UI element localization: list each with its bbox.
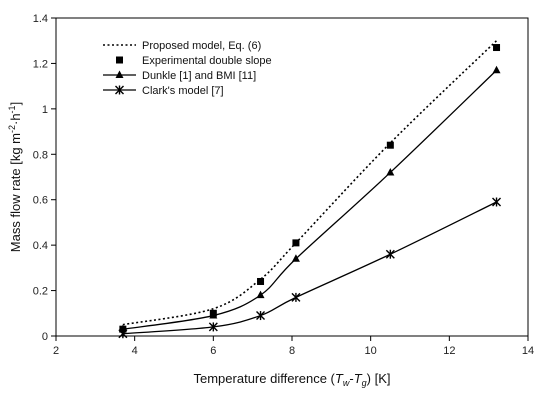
data-point xyxy=(208,322,218,332)
legend-item: Experimental double slope xyxy=(116,55,272,67)
y-tick-label: 1 xyxy=(42,104,48,116)
series-3 xyxy=(118,197,502,339)
legend-item: Dunkle [1] and BMI [11] xyxy=(103,70,256,82)
y-tick-label: 0.6 xyxy=(33,195,48,207)
legend-item: Clark's model [7] xyxy=(103,85,224,97)
data-point xyxy=(292,239,300,247)
data-point xyxy=(492,197,502,207)
y-tick-label: 0.4 xyxy=(33,240,48,252)
x-tick-label: 8 xyxy=(289,345,295,357)
x-tick-label: 6 xyxy=(210,345,216,357)
y-axis-ticks: 0 0.2 0.4 0.6 0.8 1 1.2 1.4 xyxy=(33,13,56,343)
series-0 xyxy=(122,40,498,326)
data-point xyxy=(118,329,128,339)
legend-label: Dunkle [1] and BMI [11] xyxy=(142,70,256,82)
legend-swatch-marker xyxy=(115,70,124,78)
y-tick-label: 1.4 xyxy=(33,13,48,25)
y-tick-label: 0.8 xyxy=(33,149,48,161)
series-line xyxy=(122,40,498,326)
legend-swatch-marker xyxy=(116,56,123,64)
y-tick-label: 1.2 xyxy=(33,58,48,70)
data-point xyxy=(209,311,218,319)
legend-label: Experimental double slope xyxy=(142,55,272,67)
x-axis-title: Temperature difference (Tw-Tg) [K] xyxy=(194,371,391,388)
legend: Proposed model, Eq. (6) Experimental doub… xyxy=(103,40,272,97)
x-axis-ticks: 2 4 6 8 10 12 14 xyxy=(53,336,534,357)
data-point xyxy=(493,44,501,52)
legend-label: Clark's model [7] xyxy=(142,85,224,97)
series-line xyxy=(122,201,497,335)
y-tick-label: 0.2 xyxy=(33,286,48,298)
data-point xyxy=(256,311,266,321)
data-point xyxy=(256,290,265,299)
data-point xyxy=(257,277,265,285)
series-layer xyxy=(118,40,502,339)
data-point xyxy=(291,254,300,262)
x-tick-label: 10 xyxy=(365,345,377,357)
data-point xyxy=(492,65,501,74)
x-tick-label: 14 xyxy=(522,345,534,357)
x-tick-label: 2 xyxy=(53,345,59,357)
data-point xyxy=(291,292,301,302)
legend-item: Proposed model, Eq. (6) xyxy=(103,40,261,52)
data-point xyxy=(385,249,395,259)
data-point xyxy=(386,141,394,149)
x-tick-label: 12 xyxy=(443,345,455,357)
y-tick-label: 0 xyxy=(42,331,48,343)
plot-frame xyxy=(55,17,529,337)
data-point xyxy=(118,324,127,333)
legend-label: Proposed model, Eq. (6) xyxy=(142,40,261,52)
series-line xyxy=(122,69,497,330)
series-2 xyxy=(118,65,501,333)
x-tick-label: 4 xyxy=(132,345,138,357)
y-axis-title: Mass flow rate [kg m-2·h-1] xyxy=(7,102,23,252)
data-point xyxy=(386,167,395,176)
legend-swatch-marker xyxy=(115,85,124,95)
